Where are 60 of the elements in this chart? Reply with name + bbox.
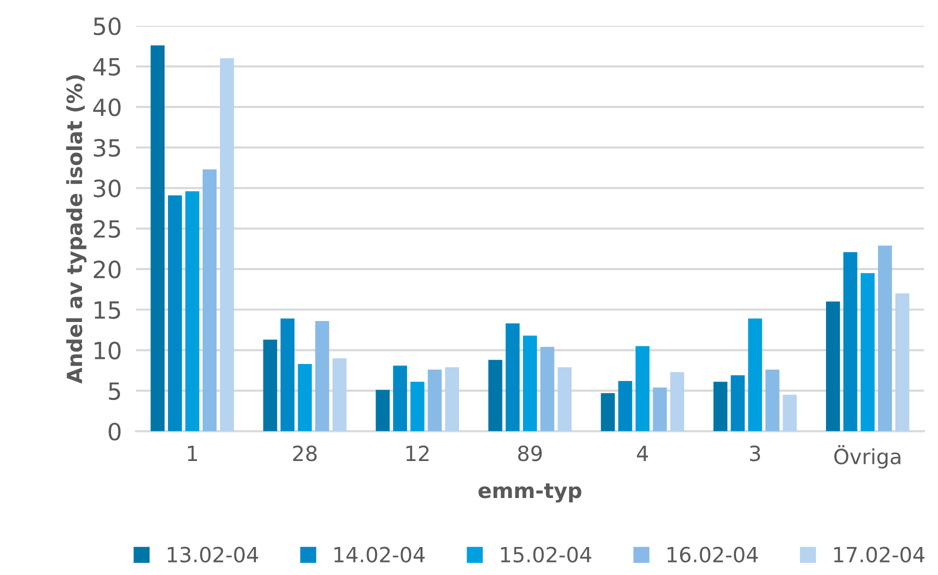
y-tick-label: 0 — [108, 422, 121, 441]
x-tick-label: 4 — [636, 446, 648, 461]
bar — [393, 366, 408, 432]
bar — [202, 169, 217, 432]
y-tick-label: 15 — [94, 301, 120, 319]
y-tick-label: 5 — [108, 382, 120, 400]
x-tick-label: 28 — [293, 446, 317, 462]
y-tick-label: 45 — [93, 58, 120, 76]
bar — [280, 318, 294, 432]
bar — [185, 191, 200, 432]
bar — [263, 340, 278, 432]
y-tick-label: 20 — [94, 260, 121, 278]
bar — [843, 252, 858, 432]
legend-label: 17.02-04 — [834, 546, 924, 563]
bar — [652, 387, 667, 432]
bar — [670, 372, 684, 432]
bar — [488, 360, 502, 432]
legend-label: 16.02-04 — [668, 546, 758, 563]
legend-label: 15.02-04 — [501, 546, 592, 563]
bar — [826, 302, 840, 432]
bar — [506, 323, 520, 432]
bar — [220, 58, 234, 432]
bar — [730, 375, 745, 432]
bar — [298, 364, 312, 432]
y-tick-label: 10 — [94, 342, 121, 360]
bar — [445, 367, 460, 432]
x-tick-label: 89 — [518, 446, 542, 462]
x-tick-label: Övriga — [834, 445, 900, 468]
legend-label: 14.02-04 — [334, 546, 425, 563]
bar — [713, 382, 728, 432]
x-axis-title: emm-typ — [478, 483, 582, 502]
x-tick-label: 12 — [406, 446, 429, 461]
bar — [315, 320, 330, 432]
bar — [600, 393, 615, 432]
bar — [878, 246, 892, 432]
bar — [558, 367, 572, 432]
bar — [618, 380, 632, 432]
bar — [332, 358, 346, 432]
y-tick-label: 40 — [93, 98, 121, 116]
x-tick-label: 1 — [188, 446, 197, 461]
y-tick-label: 30 — [94, 179, 121, 198]
bar — [895, 293, 910, 432]
bar — [168, 195, 182, 432]
bar — [150, 45, 165, 432]
bar — [860, 273, 875, 432]
bar — [765, 370, 780, 432]
bar — [410, 382, 424, 432]
bar — [428, 370, 442, 432]
bar — [782, 394, 797, 432]
bar — [636, 346, 650, 432]
x-tick-label: 3 — [750, 446, 760, 462]
y-axis-title: Andel av typade isolat (%) — [66, 75, 87, 384]
bar — [540, 346, 554, 432]
bar — [522, 336, 537, 432]
legend-label: 13.02-04 — [168, 546, 258, 563]
y-tick-label: 35 — [94, 138, 120, 157]
bar — [748, 318, 762, 432]
y-tick-label: 50 — [94, 17, 121, 36]
y-tick-label: 25 — [94, 220, 120, 238]
bar — [376, 390, 390, 432]
